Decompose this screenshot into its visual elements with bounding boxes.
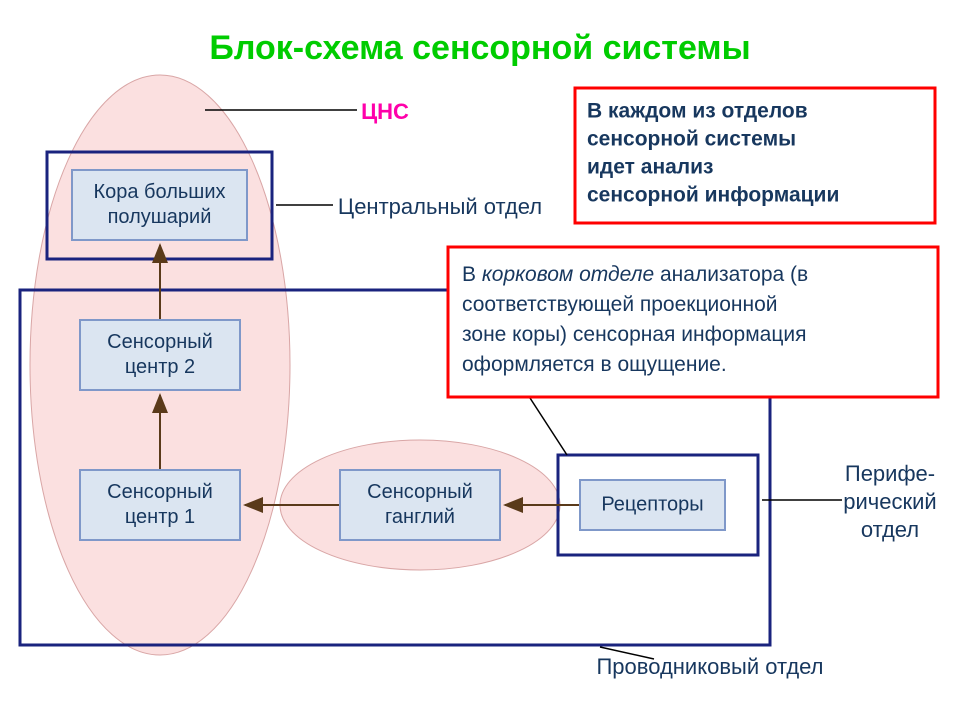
box-center1: Сенсорный центр 1 xyxy=(80,470,240,540)
callout-note-1: В каждом из отделов сенсорной системы идет… xyxy=(575,88,935,223)
box-ganglion: Сенсорный ганглий xyxy=(340,470,500,540)
svg-text:Сенсорный: Сенсорный xyxy=(107,331,213,353)
label-peripheral: рический xyxy=(843,489,936,514)
svg-text:идет анализ: идет анализ xyxy=(587,156,714,179)
svg-text:Сенсорный: Сенсорный xyxy=(367,481,473,503)
svg-text:В каждом из отделов: В каждом из отделов xyxy=(587,100,808,123)
label-cns: ЦНС xyxy=(361,99,409,124)
svg-text:центр 2: центр 2 xyxy=(125,356,195,378)
svg-text:сенсорной информации: сенсорной информации xyxy=(587,184,839,207)
label-peripheral: отдел xyxy=(861,517,919,542)
svg-text:зоне коры) сенсорная информаци: зоне коры) сенсорная информация xyxy=(462,323,806,346)
svg-text:полушарий: полушарий xyxy=(108,206,212,228)
svg-text:В корковом отделе анализатора: В корковом отделе анализатора (в xyxy=(462,263,808,286)
label-central: Центральный отдел xyxy=(338,194,542,219)
svg-text:Рецепторы: Рецепторы xyxy=(601,493,703,515)
label-conductive: Проводниковый отдел xyxy=(596,654,823,679)
svg-text:Кора больших: Кора больших xyxy=(93,181,225,203)
svg-text:оформляется в ощущение.: оформляется в ощущение. xyxy=(462,353,727,376)
svg-text:сенсорной системы: сенсорной системы xyxy=(587,128,796,151)
svg-text:соответствующей проекционной: соответствующей проекционной xyxy=(462,293,778,316)
svg-text:Сенсорный: Сенсорный xyxy=(107,481,213,503)
diagram-title: Блок-схема сенсорной системы xyxy=(209,29,750,67)
box-center2: Сенсорный центр 2 xyxy=(80,320,240,390)
svg-text:ганглий: ганглий xyxy=(385,506,455,528)
box-receptors: Рецепторы xyxy=(580,480,725,530)
label-peripheral: Перифе- xyxy=(845,461,935,486)
box-cortex: Кора больших полушарий xyxy=(72,170,247,240)
callout-note-2: В корковом отделе анализатора (в соответс… xyxy=(448,247,938,397)
svg-text:центр 1: центр 1 xyxy=(125,506,195,528)
